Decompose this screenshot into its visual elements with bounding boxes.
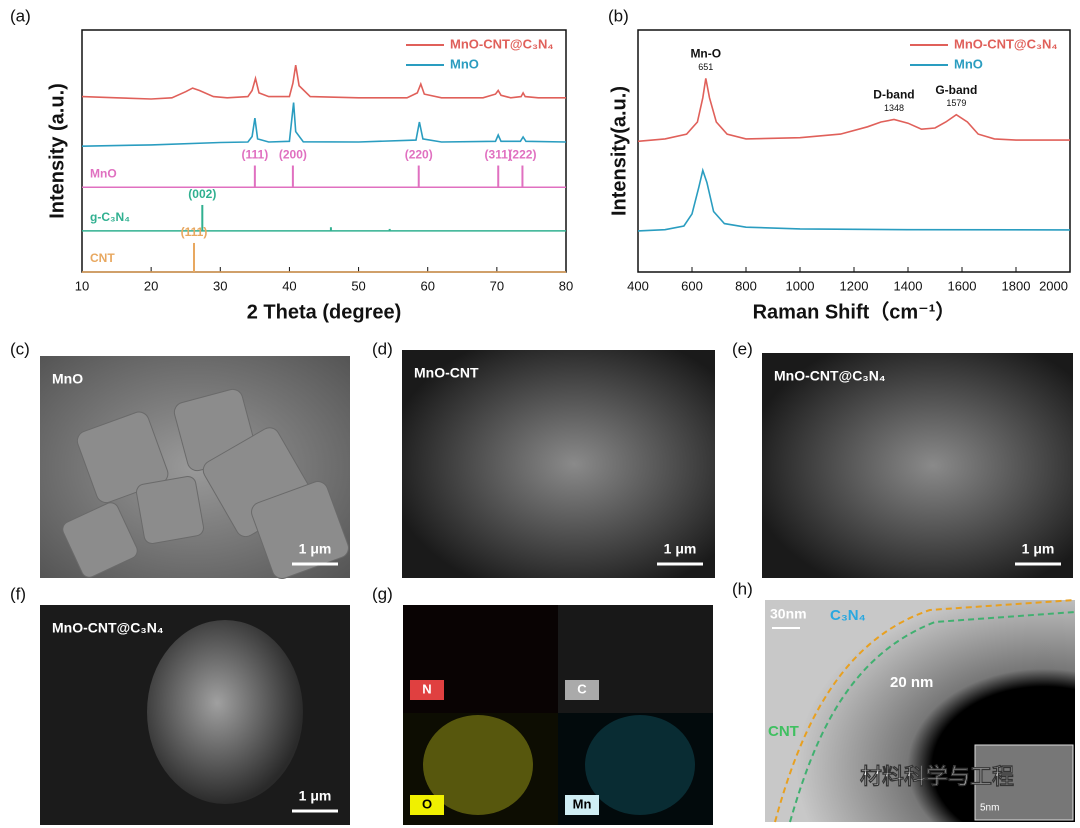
x-tick-label: 1600: [948, 278, 977, 293]
y-axis-label: Intensity (a.u.): [46, 83, 68, 219]
map-tag: [565, 795, 599, 815]
peak-label: (002): [188, 187, 216, 201]
x-tick-label: 1200: [840, 278, 869, 293]
panel-label: (f): [10, 584, 26, 603]
annotation-label: D-band: [873, 88, 914, 102]
tem-inset-scale: 5nm: [980, 803, 999, 814]
peak-label: (111): [181, 225, 208, 239]
tem-scale: 30nm: [770, 606, 807, 622]
panel-label: (h): [732, 579, 753, 598]
spectrum-line: [637, 167, 1071, 232]
spectrum-line: [81, 102, 567, 147]
peak-label: (220): [405, 148, 433, 162]
map-tag: [410, 680, 444, 700]
legend-label: MnO: [450, 56, 479, 71]
map-tag: [565, 680, 599, 700]
spectrum-line: [637, 78, 1070, 143]
panel-label: (b): [608, 6, 629, 25]
x-tick-label: 1800: [1002, 278, 1031, 293]
watermark: 材料科学与工程: [860, 764, 1014, 789]
image-caption: MnO-CNT: [414, 365, 479, 381]
tem-thickness: 20 nm: [890, 674, 933, 691]
x-tick-label: 600: [681, 278, 703, 293]
scale-bar-label: 1 μm: [299, 788, 332, 804]
x-tick-label: 20: [144, 278, 158, 293]
scale-bar-label: 1 μm: [664, 541, 697, 557]
x-axis-label: Raman Shift（cm⁻¹）: [753, 300, 956, 323]
x-tick-label: 2000: [1039, 278, 1068, 293]
panel-label: (a): [10, 6, 31, 25]
x-tick-label: 400: [627, 278, 649, 293]
image-caption: MnO-CNT@C₃N₄: [52, 620, 164, 636]
legend-label: MnO-CNT@C₃N₄: [954, 36, 1058, 51]
x-tick-label: 10: [75, 278, 89, 293]
x-tick-label: 1000: [786, 278, 815, 293]
panel-label: (d): [372, 339, 393, 358]
image-caption: MnO: [52, 371, 83, 387]
x-tick-label: 800: [735, 278, 757, 293]
x-tick-label: 40: [282, 278, 296, 293]
annotation-label: G-band: [935, 83, 977, 97]
panel-label: (c): [10, 339, 30, 358]
map-tag: [410, 795, 444, 815]
map-label: N: [422, 681, 431, 696]
scale-bar-label: 1 μm: [299, 541, 332, 557]
panel-label: (g): [372, 584, 393, 603]
x-tick-label: 50: [351, 278, 365, 293]
sem-images: [40, 350, 1076, 825]
annotation-value: 651: [698, 62, 713, 72]
panel-label: (e): [732, 339, 753, 358]
spectrum-line: [81, 64, 566, 100]
annotation-value: 1348: [884, 103, 904, 113]
legend-label: MnO-CNT@C₃N₄: [450, 36, 554, 51]
x-tick-label: 1400: [894, 278, 923, 293]
x-tick-label: 60: [420, 278, 434, 293]
x-axis-label: 2 Theta (degree): [247, 301, 401, 323]
reference-name: g-C₃N₄: [90, 210, 130, 224]
x-tick-label: 30: [213, 278, 227, 293]
annotation-value: 1579: [946, 98, 966, 108]
peak-label: (111): [242, 148, 269, 162]
x-tick-label: 80: [559, 278, 573, 293]
map-label: O: [422, 796, 432, 811]
reference-name: CNT: [90, 251, 115, 265]
peak-label: (200): [279, 148, 307, 162]
map-label: C: [577, 681, 587, 696]
y-axis-label: Intensity(a.u.): [608, 86, 630, 216]
annotation-label: Mn-O: [690, 47, 721, 61]
reference-name: MnO: [90, 166, 117, 180]
map-label: Mn: [573, 796, 592, 811]
x-tick-label: 70: [490, 278, 504, 293]
peak-label: (222): [508, 148, 536, 162]
tem-core: CNT: [768, 723, 799, 740]
tem-shell: C₃N₄: [830, 607, 866, 624]
legend-label: MnO: [954, 56, 983, 71]
image-caption: MnO-CNT@C₃N₄: [774, 368, 886, 384]
scale-bar-label: 1 μm: [1022, 541, 1055, 557]
peak-label: (311): [485, 148, 512, 162]
